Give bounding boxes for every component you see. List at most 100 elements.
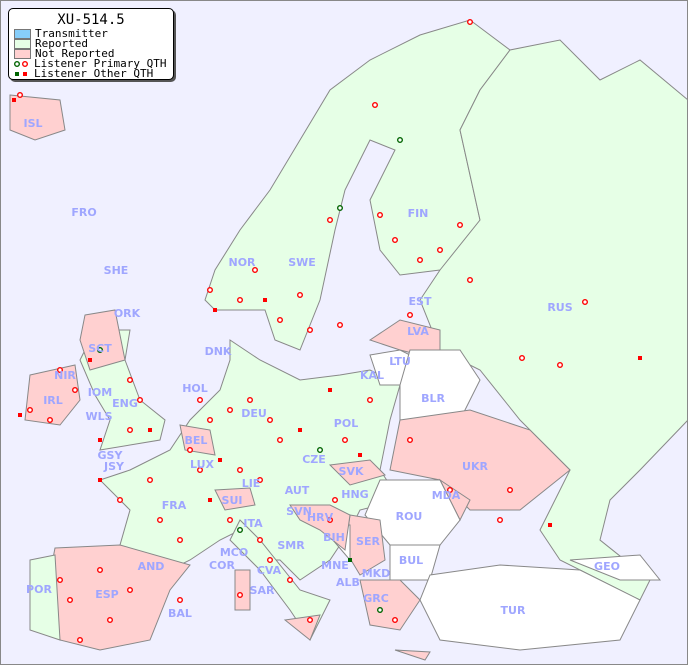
country-label-pol: POL xyxy=(334,417,358,430)
listener-primary-qth xyxy=(297,292,304,299)
country-label-ser: SER xyxy=(356,535,380,548)
listener-other-qth xyxy=(148,428,152,432)
country-label-ork: ORK xyxy=(114,307,141,320)
listener-other-qth xyxy=(12,98,16,102)
legend-transmitter: Transmitter xyxy=(9,27,173,40)
listener-primary-qth xyxy=(497,517,504,524)
listener-primary-qth xyxy=(277,437,284,444)
listener-primary-qth xyxy=(397,136,404,143)
listener-primary-qth xyxy=(196,397,203,404)
country-label-hng: HNG xyxy=(341,488,368,501)
listener-primary-qth xyxy=(176,537,183,544)
legend-label: Reported xyxy=(35,37,88,50)
country-label-svk: SVK xyxy=(339,465,364,478)
legend-label: Not Reported xyxy=(35,47,115,60)
country-label-ukr: UKR xyxy=(462,460,488,473)
listener-primary-qth xyxy=(71,387,78,394)
country-label-cze: CZE xyxy=(302,453,326,466)
country-ukr xyxy=(389,409,571,511)
listener-primary-qth xyxy=(196,467,203,474)
legend-label: Transmitter xyxy=(35,27,108,40)
listener-primary-qth xyxy=(277,317,284,324)
listener-primary-qth xyxy=(267,417,274,424)
country-label-deu: DEU xyxy=(241,407,267,420)
listener-other-qth xyxy=(548,523,552,527)
listener-other-qth xyxy=(263,298,267,302)
listener-other-qth xyxy=(208,498,212,502)
country-isl xyxy=(9,94,66,141)
listener-primary-qth xyxy=(96,347,103,354)
listener-primary-qth xyxy=(507,487,514,494)
not-reported-swatch xyxy=(14,49,31,59)
listener-other-qth xyxy=(298,428,302,432)
country-label-sct: SCT xyxy=(88,342,112,355)
listener-other-qth xyxy=(98,438,102,442)
country-label-wls: WLS xyxy=(85,410,112,423)
country-label-rus: RUS xyxy=(547,301,572,314)
country-label-lux: LUX xyxy=(190,458,215,471)
country-sct xyxy=(79,309,126,371)
listener-primary-qth xyxy=(267,557,274,564)
listener-primary-qth xyxy=(257,537,264,544)
listener-primary-qth xyxy=(557,362,564,369)
country-label-bel: BEL xyxy=(185,434,208,447)
listener-primary-qth xyxy=(57,367,64,374)
listener-primary-qth xyxy=(392,617,399,624)
country-label-esp: ESP xyxy=(95,588,119,601)
listener-primary-qth xyxy=(136,397,143,404)
country-label-fin: FIN xyxy=(408,207,429,220)
listener-primary-qth xyxy=(257,477,264,484)
listener-primary-qth xyxy=(236,297,243,304)
listener-primary-qth xyxy=(206,417,213,424)
listener-primary-qth xyxy=(226,407,233,414)
country-label-fro: FRO xyxy=(71,206,96,219)
listener-primary-qth xyxy=(437,246,444,253)
listener-primary-qth xyxy=(176,597,183,604)
country-label-dnk: DNK xyxy=(205,345,232,358)
listener-primary-qth xyxy=(417,257,424,264)
country-hrv xyxy=(289,504,351,551)
country-label-mda: MDA xyxy=(432,489,461,502)
country-label-mne: MNE xyxy=(321,559,349,572)
listener-primary-qth xyxy=(317,447,324,454)
listener-other-qth xyxy=(218,458,222,462)
country-por xyxy=(29,554,61,641)
open-circle-icon xyxy=(14,60,29,68)
country-label-sar: SAR xyxy=(250,584,275,597)
legend-other-qth: Listener Other QTH xyxy=(9,67,173,80)
country-label-lva: LVA xyxy=(407,325,429,338)
country-svk xyxy=(328,459,386,486)
listener-primary-qth xyxy=(246,397,253,404)
country-label-lie: LIE xyxy=(242,477,261,490)
country-label-fra: FRA xyxy=(162,499,187,512)
country-label-bih: BIH xyxy=(323,531,345,544)
country-label-and: AND xyxy=(138,560,165,573)
legend-reported: Reported xyxy=(9,37,173,50)
legend-primary-qth: Listener Primary QTH xyxy=(9,58,173,69)
country-label-svn: SVN xyxy=(286,505,312,518)
listener-primary-qth xyxy=(96,567,103,574)
listener-primary-qth xyxy=(236,592,243,599)
country-label-cor: COR xyxy=(209,559,235,572)
listener-primary-qth xyxy=(226,517,233,524)
listener-primary-qth xyxy=(287,577,294,584)
listener-primary-qth xyxy=(236,467,243,474)
listener-primary-qth xyxy=(377,607,384,614)
listener-primary-qth xyxy=(126,377,133,384)
reported-swatch xyxy=(14,39,31,49)
country-label-isl: ISL xyxy=(23,117,42,130)
listener-other-qth xyxy=(328,388,332,392)
listener-other-qth xyxy=(358,453,362,457)
listener-primary-qth xyxy=(66,597,73,604)
country-label-mkd: MKD xyxy=(362,567,391,580)
listener-primary-qth xyxy=(407,312,414,319)
country-russia xyxy=(419,39,688,601)
country-label-grc: GRC xyxy=(363,592,389,605)
country-label-ita: ITA xyxy=(243,517,263,530)
legend-label: Listener Other QTH xyxy=(34,67,154,80)
listener-primary-qth xyxy=(116,497,123,504)
listener-primary-qth xyxy=(57,577,64,584)
listener-primary-qth xyxy=(146,477,153,484)
